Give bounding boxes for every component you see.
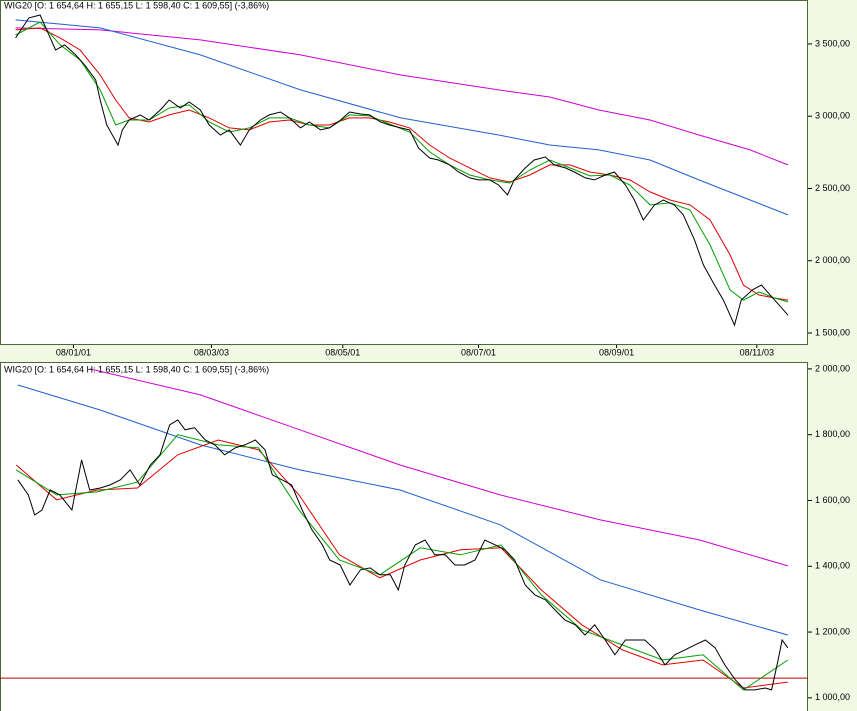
series-line — [89, 368, 788, 567]
plot-layer — [15, 14, 789, 327]
y-tick-label: 1 600,00 — [815, 495, 850, 505]
x-tick-label: 08/11/03 — [740, 347, 774, 357]
series-line — [17, 384, 788, 636]
y-tick-label: 1 800,00 — [815, 429, 850, 439]
x-tick-label: 08/03/03 — [194, 347, 229, 357]
series-line — [15, 439, 788, 689]
y-tick-label: 1 400,00 — [815, 561, 850, 571]
x-tick-label: 08/07/01 — [461, 347, 496, 357]
y-tick-label: 1 000,00 — [815, 692, 850, 702]
series-line — [15, 21, 789, 303]
panel-title: WIG20 [O: 1 654,64 H: 1 655,15 L: 1 598,… — [4, 364, 269, 374]
plot-area — [0, 362, 808, 711]
y-tick-label: 2 000,00 — [815, 363, 850, 373]
plot-layer — [0, 368, 808, 691]
x-tick-label: 08/01/01 — [56, 347, 91, 357]
y-tick-label: 3 500,00 — [815, 38, 850, 48]
series-line — [15, 434, 789, 691]
y-tick-label: 1 200,00 — [815, 626, 850, 636]
x-tick-label: 08/05/01 — [325, 347, 360, 357]
panel-title: WIG20 [O: 1 654,64 H: 1 655,15 L: 1 598,… — [4, 0, 269, 10]
y-tick-label: 2 000,00 — [815, 255, 850, 265]
x-tick-label: 08/09/01 — [599, 347, 634, 357]
series-line — [15, 27, 789, 301]
y-tick-label: 1 500,00 — [815, 327, 850, 337]
series-line — [15, 14, 789, 327]
series-line — [15, 19, 789, 216]
y-tick-label: 3 000,00 — [815, 111, 850, 121]
series-line — [17, 419, 789, 691]
plot-area — [0, 0, 808, 345]
series-line — [15, 27, 789, 166]
y-tick-label: 2 500,00 — [815, 183, 850, 193]
